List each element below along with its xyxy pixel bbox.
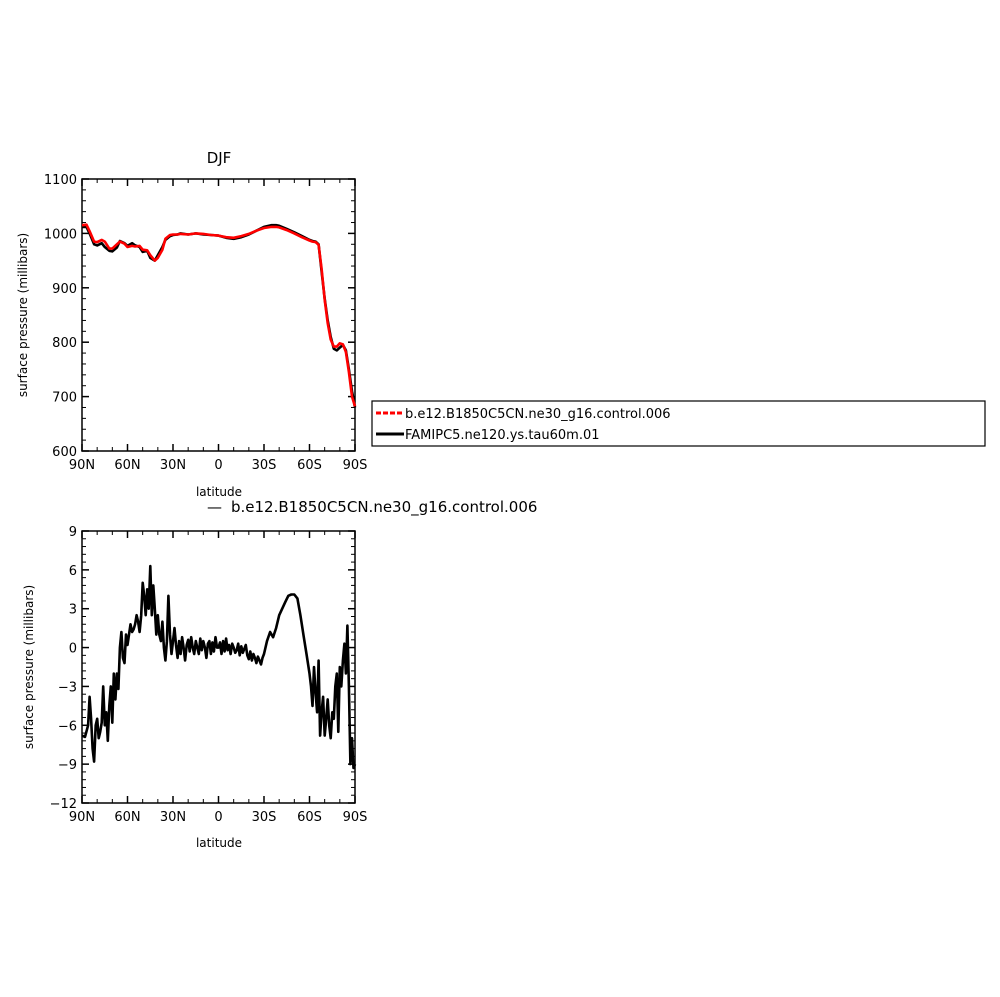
bottom-ylabel: surface pressure (millibars) (22, 585, 36, 749)
x-tick-label: 60N (114, 810, 140, 825)
y-tick-label: 1000 (44, 227, 77, 242)
y-tick-label: 900 (52, 282, 77, 297)
y-tick-label: −12 (50, 797, 77, 812)
x-tick-label: 60S (297, 458, 322, 473)
y-tick-label: 600 (52, 445, 77, 460)
y-tick-label: 1100 (44, 173, 77, 188)
series-line-black-1-0 (81, 564, 357, 770)
top-panel-title: DJF (207, 149, 232, 167)
x-tick-label: 30N (160, 810, 186, 825)
legend-label-ne120: FAMIPC5.ne120.ys.tau60m.01 (405, 428, 600, 443)
legend-box (371, 400, 986, 447)
y-tick-label: 3 (69, 603, 77, 618)
y-tick-label: 800 (52, 336, 77, 351)
series-line-red-0-1 (81, 223, 357, 407)
x-tick-label: 90N (69, 458, 95, 473)
x-tick-label: 90S (343, 810, 368, 825)
x-tick-label: 90S (343, 458, 368, 473)
y-tick-label: −3 (58, 680, 77, 695)
y-tick-label: −6 (58, 719, 77, 734)
x-tick-label: 0 (214, 810, 222, 825)
bottom-panel-title: b.e12.B1850C5CN.ne30_g16.control.006 (231, 498, 537, 517)
series-line-black-0-0 (82, 223, 357, 408)
legend: b.e12.B1850C5CN.ne30_g16.control.006 FAM… (371, 400, 986, 447)
top-ylabel: surface pressure (millibars) (16, 233, 30, 397)
y-tick-label: −9 (58, 758, 77, 773)
y-tick-label: 0 (69, 642, 77, 657)
legend-label-ne30: b.e12.B1850C5CN.ne30_g16.control.006 (405, 407, 671, 422)
bottom-panel-title-dash: — (207, 498, 222, 516)
y-tick-label: 9 (69, 525, 77, 540)
x-tick-label: 30S (252, 458, 277, 473)
bottom-plot-area: 90N 60N 30N 0 30S 60S 90S −12 −9 −6 −3 0 3 6 9 (50, 525, 368, 825)
x-tick-label: 60N (114, 458, 140, 473)
top-panel: DJF 90N 60N 30N 0 30S 60S 90S 600 700 800 900 1000 1… (16, 149, 367, 499)
x-tick-label: 90N (69, 810, 95, 825)
plot-frame (81, 178, 356, 452)
x-tick-label: 30N (160, 458, 186, 473)
bottom-xlabel: latitude (196, 836, 242, 850)
x-tick-label: 60S (297, 810, 322, 825)
x-tick-label: 30S (252, 810, 277, 825)
top-plot-area: 90N 60N 30N 0 30S 60S 90S 600 700 800 900 1000 1100 (44, 173, 367, 473)
bottom-panel: — b.e12.B1850C5CN.ne30_g16.control.006 9… (22, 498, 537, 850)
x-tick-label: 0 (214, 458, 222, 473)
y-tick-label: 6 (69, 564, 77, 579)
top-xlabel: latitude (196, 485, 242, 499)
y-tick-label: 700 (52, 391, 77, 406)
